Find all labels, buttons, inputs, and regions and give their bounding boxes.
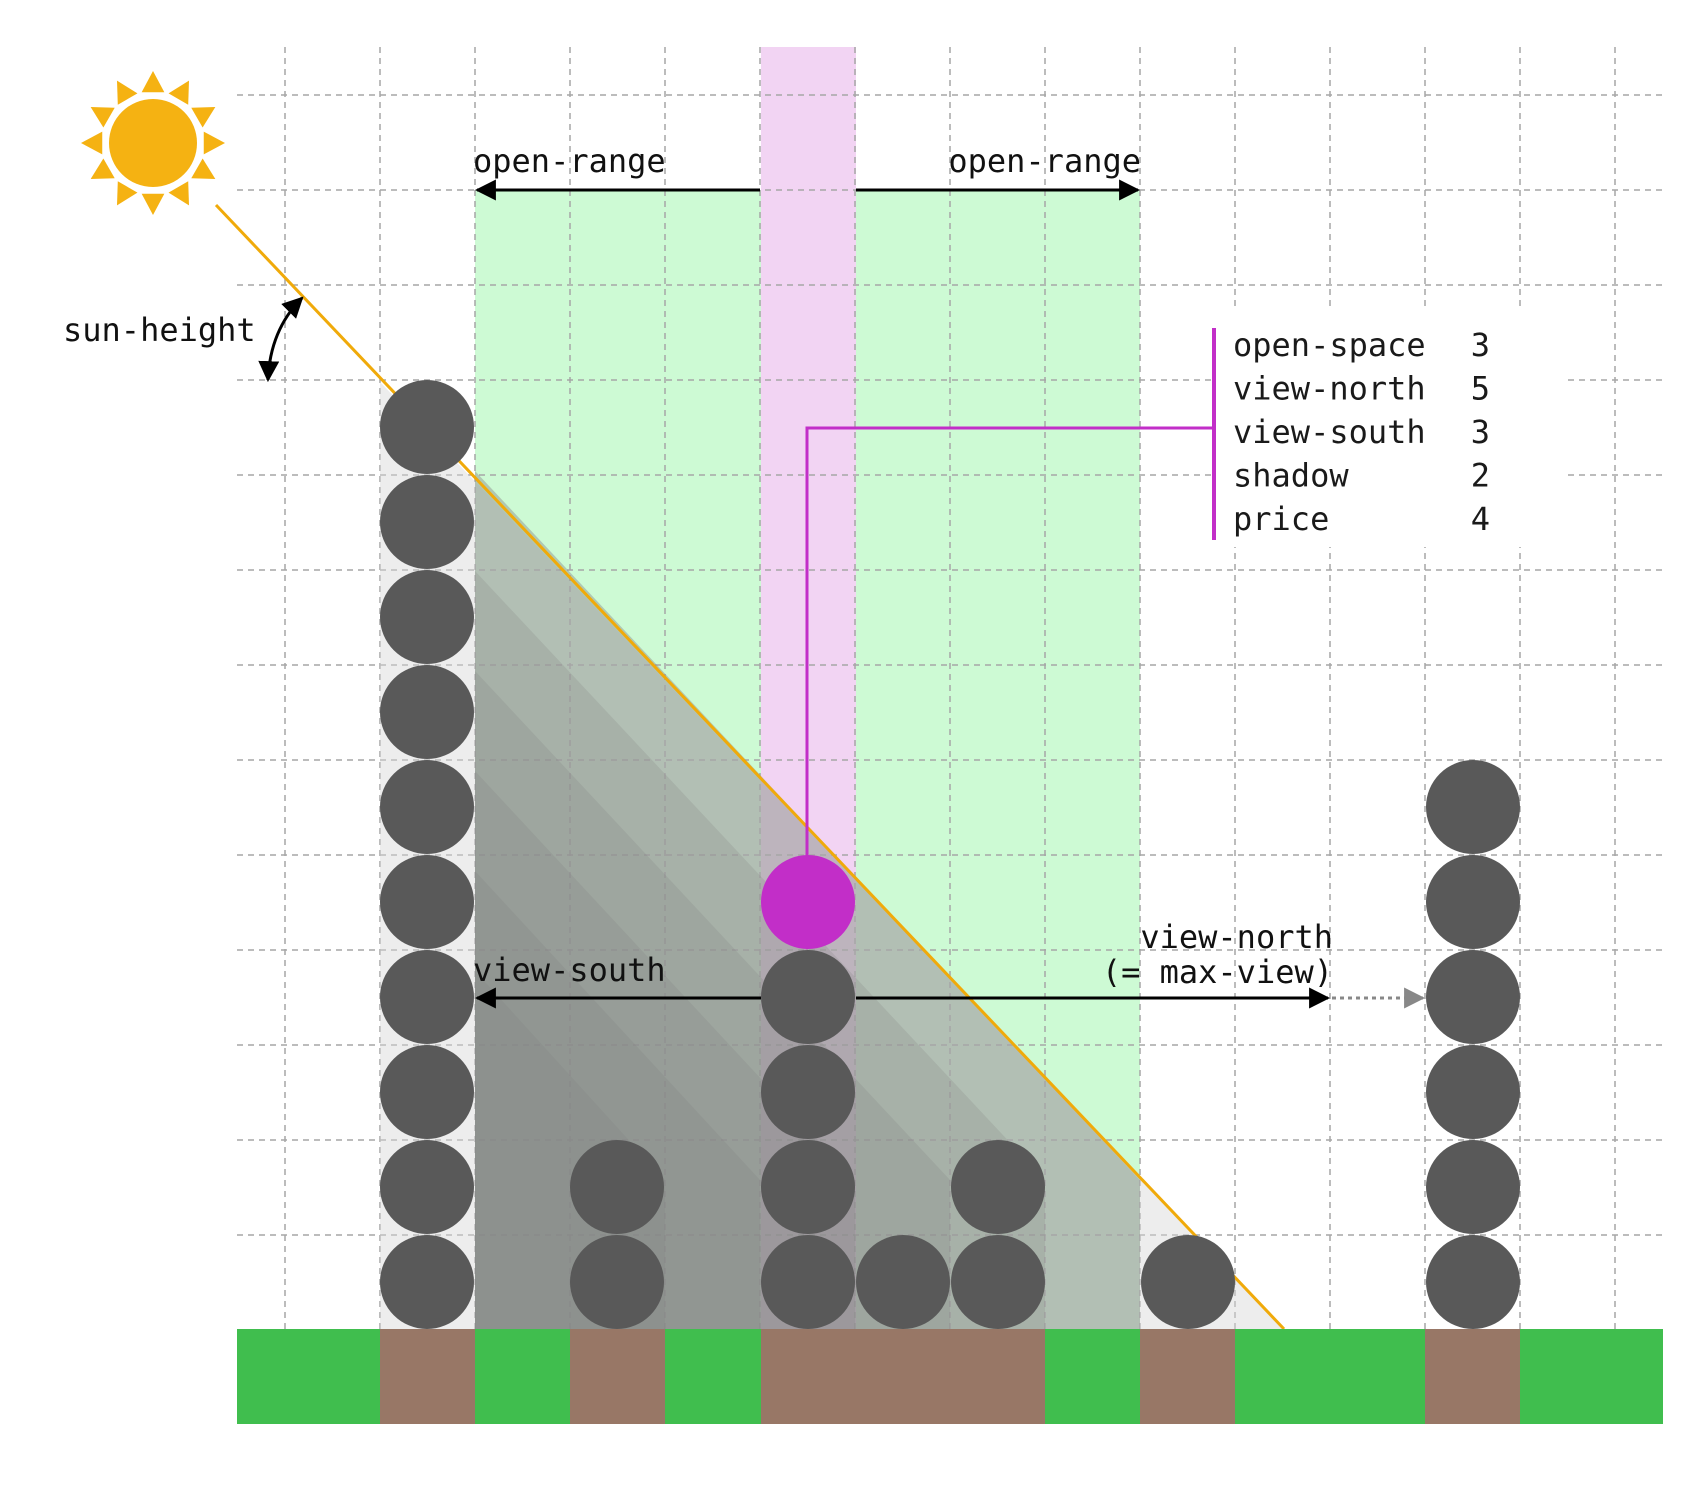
building-unit bbox=[1426, 855, 1520, 949]
stat-name: open-space bbox=[1233, 326, 1426, 364]
sun-height-label: sun-height bbox=[63, 311, 256, 349]
building-unit bbox=[856, 1235, 950, 1329]
sun-height-arc bbox=[258, 296, 304, 383]
building-unit bbox=[951, 1140, 1045, 1234]
sun-ray-spike bbox=[191, 107, 216, 128]
view-north-label: view-north bbox=[1140, 918, 1333, 956]
sun-ray-spike bbox=[81, 131, 103, 155]
building-unit bbox=[1426, 1140, 1520, 1234]
ground-tile-soil bbox=[761, 1329, 1045, 1424]
sun-ray-spike bbox=[117, 80, 138, 105]
building-unit bbox=[761, 1235, 855, 1329]
open-range-left-label: open-range bbox=[473, 142, 666, 180]
building-unit bbox=[380, 665, 474, 759]
building-unit bbox=[570, 1140, 664, 1234]
stat-name: view-north bbox=[1233, 370, 1426, 408]
stats-connector bbox=[796, 426, 1214, 951]
sun-ray-spike bbox=[141, 193, 165, 215]
building-unit bbox=[1426, 760, 1520, 854]
sun-ray-spike bbox=[168, 181, 189, 206]
stats-panel: open-space 3 view-north 5 view-south 3 shadow 2… bbox=[1212, 307, 1566, 547]
building-unit bbox=[570, 1235, 664, 1329]
sun-ray-spike bbox=[203, 131, 225, 155]
stat-name: view-south bbox=[1233, 413, 1426, 451]
building-unit bbox=[380, 570, 474, 664]
building-unit bbox=[761, 950, 855, 1044]
ground-tile-grass bbox=[237, 1329, 380, 1424]
buildings bbox=[380, 380, 1520, 1329]
building-unit bbox=[1426, 1045, 1520, 1139]
ground-tile-grass bbox=[665, 1329, 761, 1424]
ground-tile-soil bbox=[1425, 1329, 1520, 1424]
sun-ray-spike bbox=[168, 80, 189, 105]
building-unit bbox=[380, 1140, 474, 1234]
sun-ray-spike bbox=[90, 158, 115, 179]
stat-value: 3 bbox=[1471, 413, 1490, 451]
building-unit bbox=[1141, 1235, 1235, 1329]
sun-ray-spike bbox=[90, 107, 115, 128]
open-range-right-label: open-range bbox=[948, 142, 1141, 180]
grid-lines bbox=[237, 47, 1663, 1329]
building-unit bbox=[1426, 950, 1520, 1044]
building-unit bbox=[380, 1045, 474, 1139]
ground-tile-grass bbox=[475, 1329, 570, 1424]
sun-ray bbox=[214, 203, 1286, 1331]
building-unit bbox=[380, 950, 474, 1044]
building-unit bbox=[951, 1235, 1045, 1329]
view-south-label: view-south bbox=[473, 951, 666, 989]
ground-strip bbox=[237, 1329, 1663, 1424]
stat-name: price bbox=[1233, 500, 1329, 538]
stat-value: 4 bbox=[1471, 500, 1490, 538]
ground-tile-soil bbox=[380, 1329, 475, 1424]
sun-ray-spike bbox=[141, 71, 165, 93]
ground-tile-grass bbox=[1045, 1329, 1140, 1424]
sun-icon bbox=[81, 71, 225, 215]
building-unit bbox=[380, 760, 474, 854]
sun-ray-spike bbox=[191, 158, 216, 179]
ground-tile-grass bbox=[1520, 1329, 1663, 1424]
building-unit bbox=[380, 1235, 474, 1329]
building-unit bbox=[761, 1140, 855, 1234]
building-unit bbox=[761, 1045, 855, 1139]
stat-value: 2 bbox=[1471, 457, 1490, 495]
ground-tile-soil bbox=[570, 1329, 665, 1424]
ground-tile-soil bbox=[1140, 1329, 1235, 1424]
stat-value: 3 bbox=[1471, 326, 1490, 364]
stat-name: shadow bbox=[1233, 457, 1349, 495]
building-unit bbox=[380, 380, 474, 474]
building-unit bbox=[380, 475, 474, 569]
max-view-label: (= max-view) bbox=[1102, 953, 1333, 991]
ground-tile-grass bbox=[1235, 1329, 1425, 1424]
building-unit bbox=[380, 855, 474, 949]
stat-value: 5 bbox=[1471, 370, 1490, 408]
building-unit bbox=[1426, 1235, 1520, 1329]
sun-ray-spike bbox=[117, 181, 138, 206]
